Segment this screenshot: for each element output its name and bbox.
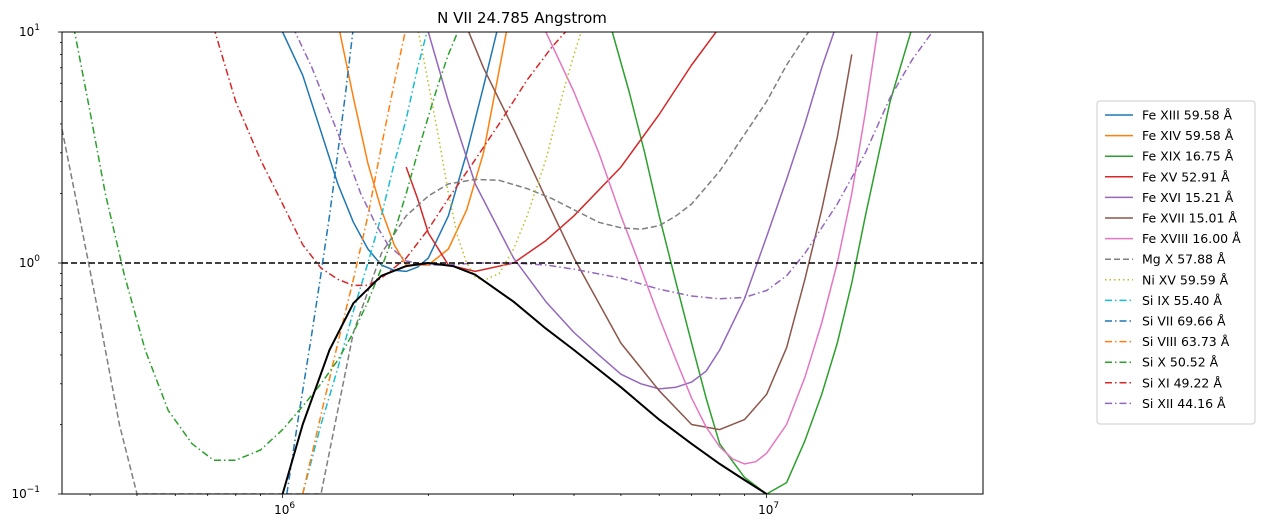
series-line-12 <box>73 32 459 461</box>
legend-label: Si X 50.52 Å <box>1142 355 1219 370</box>
legend: Fe XIII 59.58 Å Fe XIV 59.58 Å Fe XIX 16.7… <box>1096 100 1256 425</box>
legend-box <box>1096 100 1256 425</box>
x-tick-label: 107 <box>758 501 779 517</box>
y-tick-label: 10−1 <box>11 485 40 501</box>
legend-label: Fe XIX 16.75 Å <box>1142 149 1234 164</box>
legend-label: Fe XIII 59.58 Å <box>1142 108 1233 123</box>
series-line-4 <box>427 32 835 390</box>
y-tick-label: 100 <box>19 254 40 270</box>
series-line-7 <box>62 32 810 494</box>
y-tick-label: 101 <box>19 23 40 39</box>
legend-label: Si VIII 63.73 Å <box>1142 334 1230 349</box>
legend-label: Fe XIV 59.58 Å <box>1142 128 1234 143</box>
series-line-5 <box>467 32 853 431</box>
legend-label: Fe XVIII 16.00 Å <box>1142 231 1241 246</box>
series-line-1 <box>339 32 508 266</box>
legend-label: Si VII 69.66 Å <box>1142 314 1226 329</box>
envelope-line <box>281 262 768 494</box>
chart-title: N VII 24.785 Angstrom <box>437 9 607 27</box>
x-tick-label: 106 <box>274 501 295 517</box>
series-line-14 <box>294 32 934 300</box>
series-line-6 <box>545 32 879 465</box>
legend-label: Mg X 57.88 Å <box>1142 252 1226 267</box>
legend-label: Ni XV 59.59 Å <box>1142 272 1229 287</box>
series-line-11 <box>301 32 406 494</box>
series-line-10 <box>286 32 354 494</box>
legend-label: Fe XV 52.91 Å <box>1142 169 1230 184</box>
series-line-9 <box>301 32 428 494</box>
series-line-3 <box>405 32 718 273</box>
legend-label: Si XI 49.22 Å <box>1142 375 1222 390</box>
series-line-2 <box>611 32 912 494</box>
legend-label: Si XII 44.16 Å <box>1142 396 1226 411</box>
series-line-13 <box>214 32 567 287</box>
tick-labels: 106 107 10−1 100 101 <box>11 23 779 517</box>
series-lines <box>62 32 983 494</box>
legend-label: Fe XVI 15.21 Å <box>1142 190 1234 205</box>
legend-label: Fe XVII 15.01 Å <box>1142 211 1237 226</box>
legend-label: Si IX 55.40 Å <box>1142 293 1222 308</box>
plot-frame <box>61 31 984 495</box>
